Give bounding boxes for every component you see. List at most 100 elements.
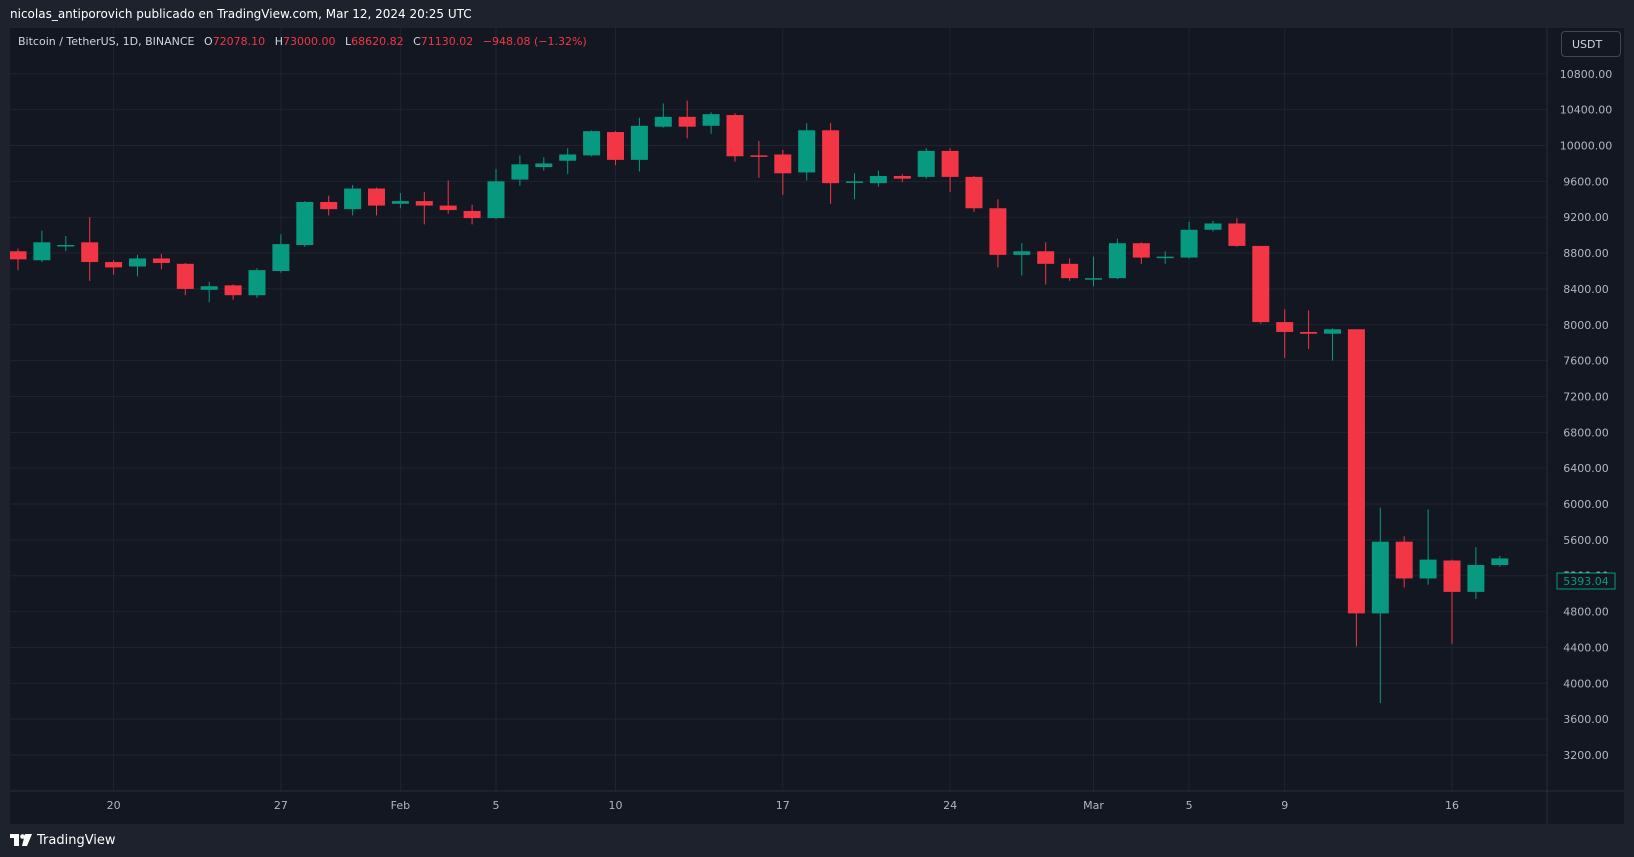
candle [33, 230, 51, 263]
price-tick-label: 4400.00 [1563, 641, 1609, 654]
candle [1395, 536, 1413, 588]
tradingview-logo[interactable]: TradingView [10, 830, 116, 850]
candle [798, 123, 816, 181]
price-axis: 10800.00 10400.00 10000.00 9600.00 9200.00 88… [1560, 68, 1613, 762]
candle-body [965, 176, 983, 209]
candle-body [1419, 559, 1437, 579]
candle-body [1061, 263, 1079, 279]
change-value: −948.08 (−1.32%) [482, 35, 587, 48]
candle-body [1300, 331, 1318, 334]
top-bar: nicolas_antiporovich publicado en Tradin… [0, 0, 1634, 28]
candle [846, 173, 863, 200]
price-tick-label: 6400.00 [1563, 462, 1609, 475]
candle-body [224, 285, 242, 296]
candle [1085, 256, 1102, 287]
candle [248, 268, 266, 298]
candle-body [1252, 245, 1270, 323]
candle-body [57, 245, 75, 247]
candle-body [320, 201, 338, 210]
candle [1013, 243, 1031, 276]
candle [463, 204, 481, 225]
close-label: C [413, 35, 421, 48]
candle [822, 123, 840, 204]
candle [415, 192, 433, 225]
candle-body [368, 188, 385, 206]
candle-body [272, 244, 290, 271]
price-tick-label: 8000.00 [1563, 319, 1609, 332]
time-tick-label: 10 [609, 799, 623, 812]
price-tick-label: 8800.00 [1563, 247, 1609, 260]
candle [320, 195, 338, 216]
time-tick-label: Mar [1083, 799, 1104, 812]
candle [487, 168, 505, 220]
candle [296, 201, 314, 247]
candle [129, 254, 146, 277]
open-value: 72078.10 [212, 35, 266, 48]
currency-label: USDT [1572, 37, 1603, 51]
candle-body [1108, 243, 1126, 279]
candle-body [702, 114, 720, 126]
time-axis: 20 27 Feb 5 10 17 24 Mar 5 9 16 [107, 799, 1459, 812]
time-tick-label: 16 [1445, 799, 1459, 812]
candle-body [750, 155, 768, 157]
candle-body [822, 130, 840, 184]
candle [1108, 238, 1126, 280]
price-tick-label: 7600.00 [1563, 355, 1609, 368]
candle-body [511, 164, 529, 180]
candle-body [869, 175, 887, 184]
candle [965, 175, 983, 212]
candle [726, 113, 744, 162]
candle-body [152, 258, 170, 263]
candle-body [1228, 223, 1246, 246]
candle [583, 130, 601, 157]
price-tick-label: 9600.00 [1563, 175, 1609, 188]
low-label: L [344, 35, 352, 48]
candle [893, 174, 911, 183]
candle [272, 234, 290, 273]
candle-body [917, 150, 935, 177]
candles [10, 100, 1509, 704]
time-tick-label: 5 [493, 799, 500, 812]
price-tick-label: 7200.00 [1563, 390, 1609, 403]
candle-body [1467, 564, 1485, 592]
candle-body [439, 205, 457, 211]
candle [511, 155, 529, 186]
candle-body [10, 251, 27, 260]
price-tick-label: 5600.00 [1563, 534, 1609, 547]
candle [750, 141, 768, 178]
candle [869, 170, 887, 187]
candle-body [774, 154, 792, 174]
candle [57, 236, 75, 252]
candle [10, 248, 27, 271]
symbol-name: Bitcoin / TetherUS, 1D, BINANCE [18, 35, 195, 48]
candle [559, 148, 577, 175]
price-tick-label: 4800.00 [1563, 606, 1609, 619]
candle [630, 117, 648, 172]
candle-body [105, 262, 123, 268]
candle [1228, 218, 1246, 247]
candle-body [129, 258, 146, 267]
candle-body [1085, 278, 1102, 280]
candle-body [941, 150, 959, 177]
candle [941, 148, 959, 193]
candle-body [583, 131, 601, 156]
candle [1204, 220, 1222, 232]
candle [654, 103, 672, 128]
candle [1252, 245, 1270, 324]
candle [1300, 310, 1318, 349]
candle [368, 187, 385, 216]
candle [1324, 328, 1341, 361]
currency-button[interactable]: USDT [1561, 31, 1621, 57]
candle-body [296, 201, 314, 246]
candle [1491, 556, 1509, 567]
price-tick-label: 6800.00 [1563, 426, 1609, 439]
candle [224, 284, 242, 300]
candle-body [1371, 541, 1389, 614]
price-tick-label: 8400.00 [1563, 283, 1609, 296]
candle-body [1013, 251, 1031, 255]
candle-body [846, 181, 863, 183]
candle [989, 199, 1007, 268]
close-value: 71130.02 [420, 35, 474, 48]
candle [1443, 559, 1461, 644]
